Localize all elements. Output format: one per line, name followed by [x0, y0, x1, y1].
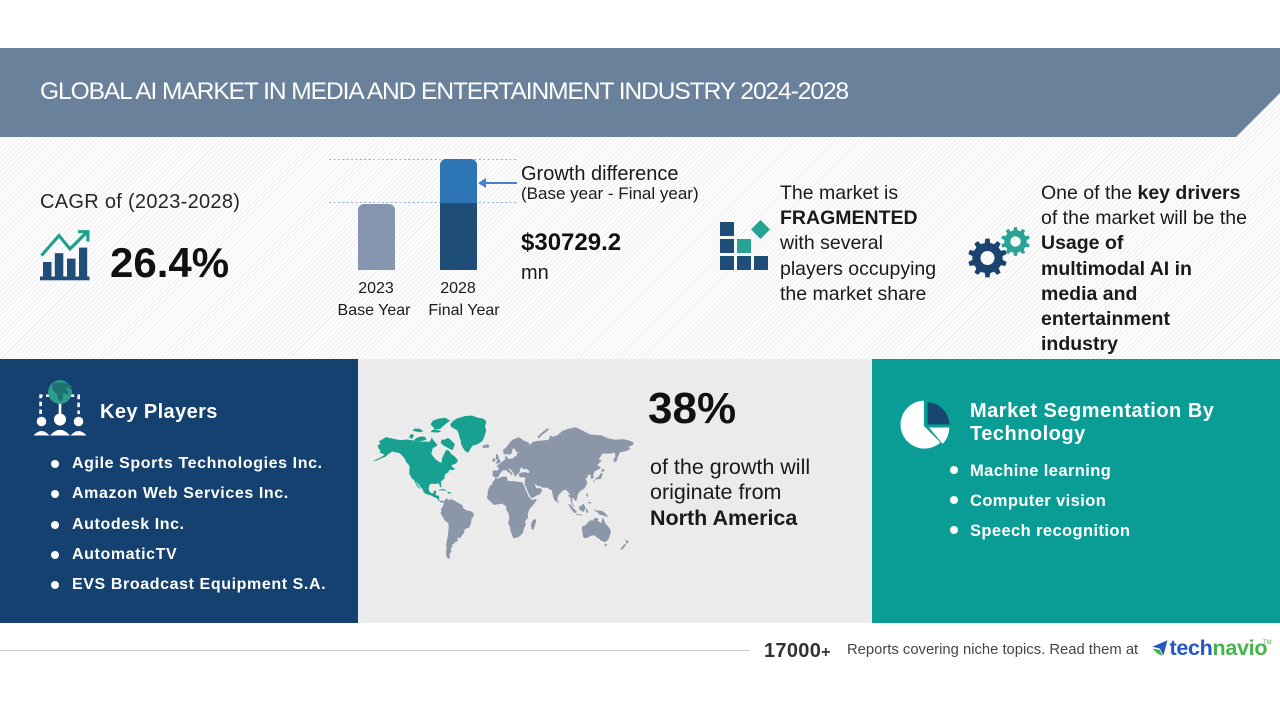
svg-text:TM: TM — [1263, 640, 1272, 646]
svg-text:technavio: technavio — [1170, 636, 1268, 660]
